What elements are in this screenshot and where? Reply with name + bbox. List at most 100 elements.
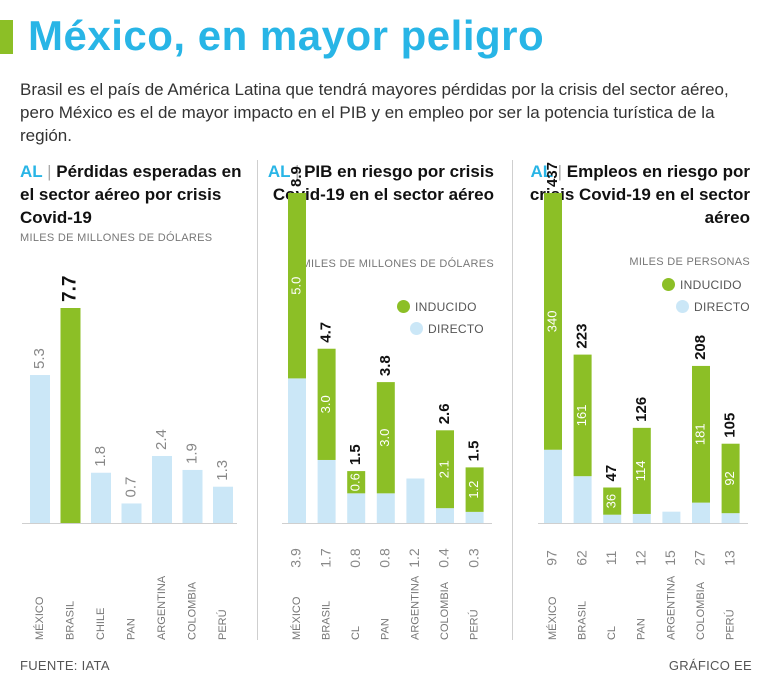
panel-2-tag: AL bbox=[267, 162, 291, 181]
total-data-label: 2.6 bbox=[436, 403, 453, 424]
tick-label: BRASIL bbox=[321, 601, 333, 640]
direct-data-label: 1.2 bbox=[406, 548, 422, 568]
induced-data-label: 5.0 bbox=[288, 277, 303, 295]
induced-data-label: 181 bbox=[692, 423, 707, 445]
induced-data-label: 36 bbox=[604, 494, 619, 508]
data-label: 0.7 bbox=[122, 477, 139, 498]
panel-2-title: AL | PIB en riesgo por crisis Covid-19 e… bbox=[267, 162, 494, 204]
panel-2-unit: MILES DE MILLONES DE DÓLARES bbox=[301, 258, 494, 270]
tick-label: CHILE bbox=[95, 608, 107, 640]
induced-data-label: 340 bbox=[544, 311, 559, 333]
bar-direct-brasil bbox=[317, 459, 336, 523]
total-data-label: 8.9 bbox=[288, 166, 305, 187]
panel-divider bbox=[257, 160, 258, 640]
direct-data-label: 15 bbox=[662, 550, 678, 566]
tick-label: PERÚ bbox=[468, 609, 481, 640]
header-accent-bar bbox=[0, 20, 13, 54]
bar-induced-pan bbox=[376, 382, 395, 494]
panel-1-heading: Pérdidas esperadas en el sector aéreo po… bbox=[20, 162, 242, 227]
bar-direct-colombia bbox=[436, 508, 454, 523]
direct-data-label: 3.9 bbox=[288, 548, 304, 568]
bar-direct-cl bbox=[347, 493, 366, 523]
tick-label: PAN bbox=[636, 618, 648, 640]
data-label: 7.7 bbox=[60, 276, 81, 302]
bar-induced-colombia bbox=[436, 430, 454, 509]
bar-direct-méxico bbox=[288, 378, 306, 523]
direct-swatch-icon bbox=[410, 322, 423, 335]
tick-label: COLOMBIA bbox=[695, 581, 707, 640]
panel-3-title: AL | Empleos en riesgo por crisis Covid-… bbox=[529, 162, 750, 227]
bar-colombia bbox=[182, 469, 203, 523]
induced-data-label: 2.1 bbox=[436, 460, 451, 478]
bar-direct-pan bbox=[376, 493, 395, 523]
induced-data-label: 0.6 bbox=[348, 473, 363, 491]
bar-direct-brasil bbox=[573, 476, 592, 523]
panel-2-baseline bbox=[282, 523, 492, 524]
total-data-label: 105 bbox=[722, 413, 739, 438]
page-title: México, en mayor peligro bbox=[28, 12, 545, 59]
tick-label: ARGENTINA bbox=[665, 575, 677, 640]
panel-2-legend-direct: DIRECTO bbox=[410, 322, 484, 336]
page-subtitle: Brasil es el país de América Latina que … bbox=[20, 80, 729, 145]
bar-brasil bbox=[60, 308, 81, 523]
data-label: 5.3 bbox=[31, 348, 48, 369]
total-data-label: 1.5 bbox=[466, 441, 483, 462]
bar-induced-cl bbox=[347, 471, 366, 494]
bar-direct-perú bbox=[465, 511, 484, 523]
induced-data-label: 3.0 bbox=[318, 395, 333, 413]
total-data-label: 437 bbox=[544, 162, 561, 187]
bar-direct-argentina bbox=[406, 478, 425, 523]
bar-induced-méxico bbox=[544, 193, 562, 450]
bar-induced-colombia bbox=[692, 365, 710, 503]
induced-swatch-icon bbox=[662, 278, 675, 291]
direct-data-label: 13 bbox=[721, 550, 737, 566]
bar-direct-pan bbox=[632, 513, 651, 523]
total-data-label: 3.8 bbox=[377, 355, 394, 376]
tick-label: MÉXICO bbox=[290, 596, 303, 640]
induced-data-label: 1.2 bbox=[466, 481, 481, 499]
direct-data-label: 11 bbox=[603, 551, 619, 566]
panel-2-heading: PIB en riesgo por crisis Covid-19 en el … bbox=[272, 162, 494, 204]
tick-label: COLOMBIA bbox=[439, 581, 451, 640]
bar-direct-perú bbox=[721, 513, 740, 523]
bar-méxico bbox=[30, 375, 50, 523]
panel-3-heading: Empleos en riesgo por crisis Covid-19 en… bbox=[529, 162, 750, 227]
tick-label: CL bbox=[606, 626, 618, 640]
panel-3-tag: AL bbox=[530, 162, 553, 181]
panel-3-baseline bbox=[538, 523, 748, 524]
direct-data-label: 0.3 bbox=[465, 548, 481, 568]
direct-swatch-icon bbox=[676, 300, 689, 313]
tick-label: ARGENTINA bbox=[156, 575, 168, 640]
data-label: 1.8 bbox=[92, 446, 109, 467]
panel-divider bbox=[512, 160, 513, 640]
tick-label: MÉXICO bbox=[33, 596, 46, 640]
bar-direct-méxico bbox=[544, 449, 562, 523]
bar-direct-argentina bbox=[662, 511, 681, 523]
tick-label: PAN bbox=[380, 618, 392, 640]
panel-3-legend-direct: DIRECTO bbox=[676, 300, 750, 314]
direct-data-label: 0.4 bbox=[436, 548, 452, 568]
bar-perú bbox=[213, 486, 233, 523]
bar-induced-méxico bbox=[288, 193, 306, 379]
source-note: FUENTE: IATA bbox=[20, 658, 110, 673]
direct-data-label: 27 bbox=[692, 550, 708, 566]
induced-data-label: 92 bbox=[722, 471, 737, 485]
tick-label: MÉXICO bbox=[546, 596, 559, 640]
panel-1-baseline bbox=[22, 523, 237, 524]
tick-label: COLOMBIA bbox=[186, 581, 198, 640]
tick-label: ARGENTINA bbox=[409, 575, 421, 640]
bar-induced-cl bbox=[603, 487, 622, 515]
tick-label: CL bbox=[350, 626, 362, 640]
induced-data-label: 114 bbox=[633, 461, 648, 482]
panel-2-legend-induced: INDUCIDO bbox=[397, 300, 477, 314]
total-data-label: 1.5 bbox=[347, 444, 364, 465]
induced-data-label: 3.0 bbox=[377, 429, 392, 447]
bar-argentina bbox=[152, 455, 172, 523]
bar-induced-brasil bbox=[573, 354, 592, 477]
bar-induced-perú bbox=[721, 443, 740, 514]
bar-direct-colombia bbox=[692, 502, 710, 523]
data-label: 1.3 bbox=[214, 460, 231, 481]
total-data-label: 208 bbox=[692, 335, 709, 360]
data-label: 1.9 bbox=[183, 443, 200, 464]
